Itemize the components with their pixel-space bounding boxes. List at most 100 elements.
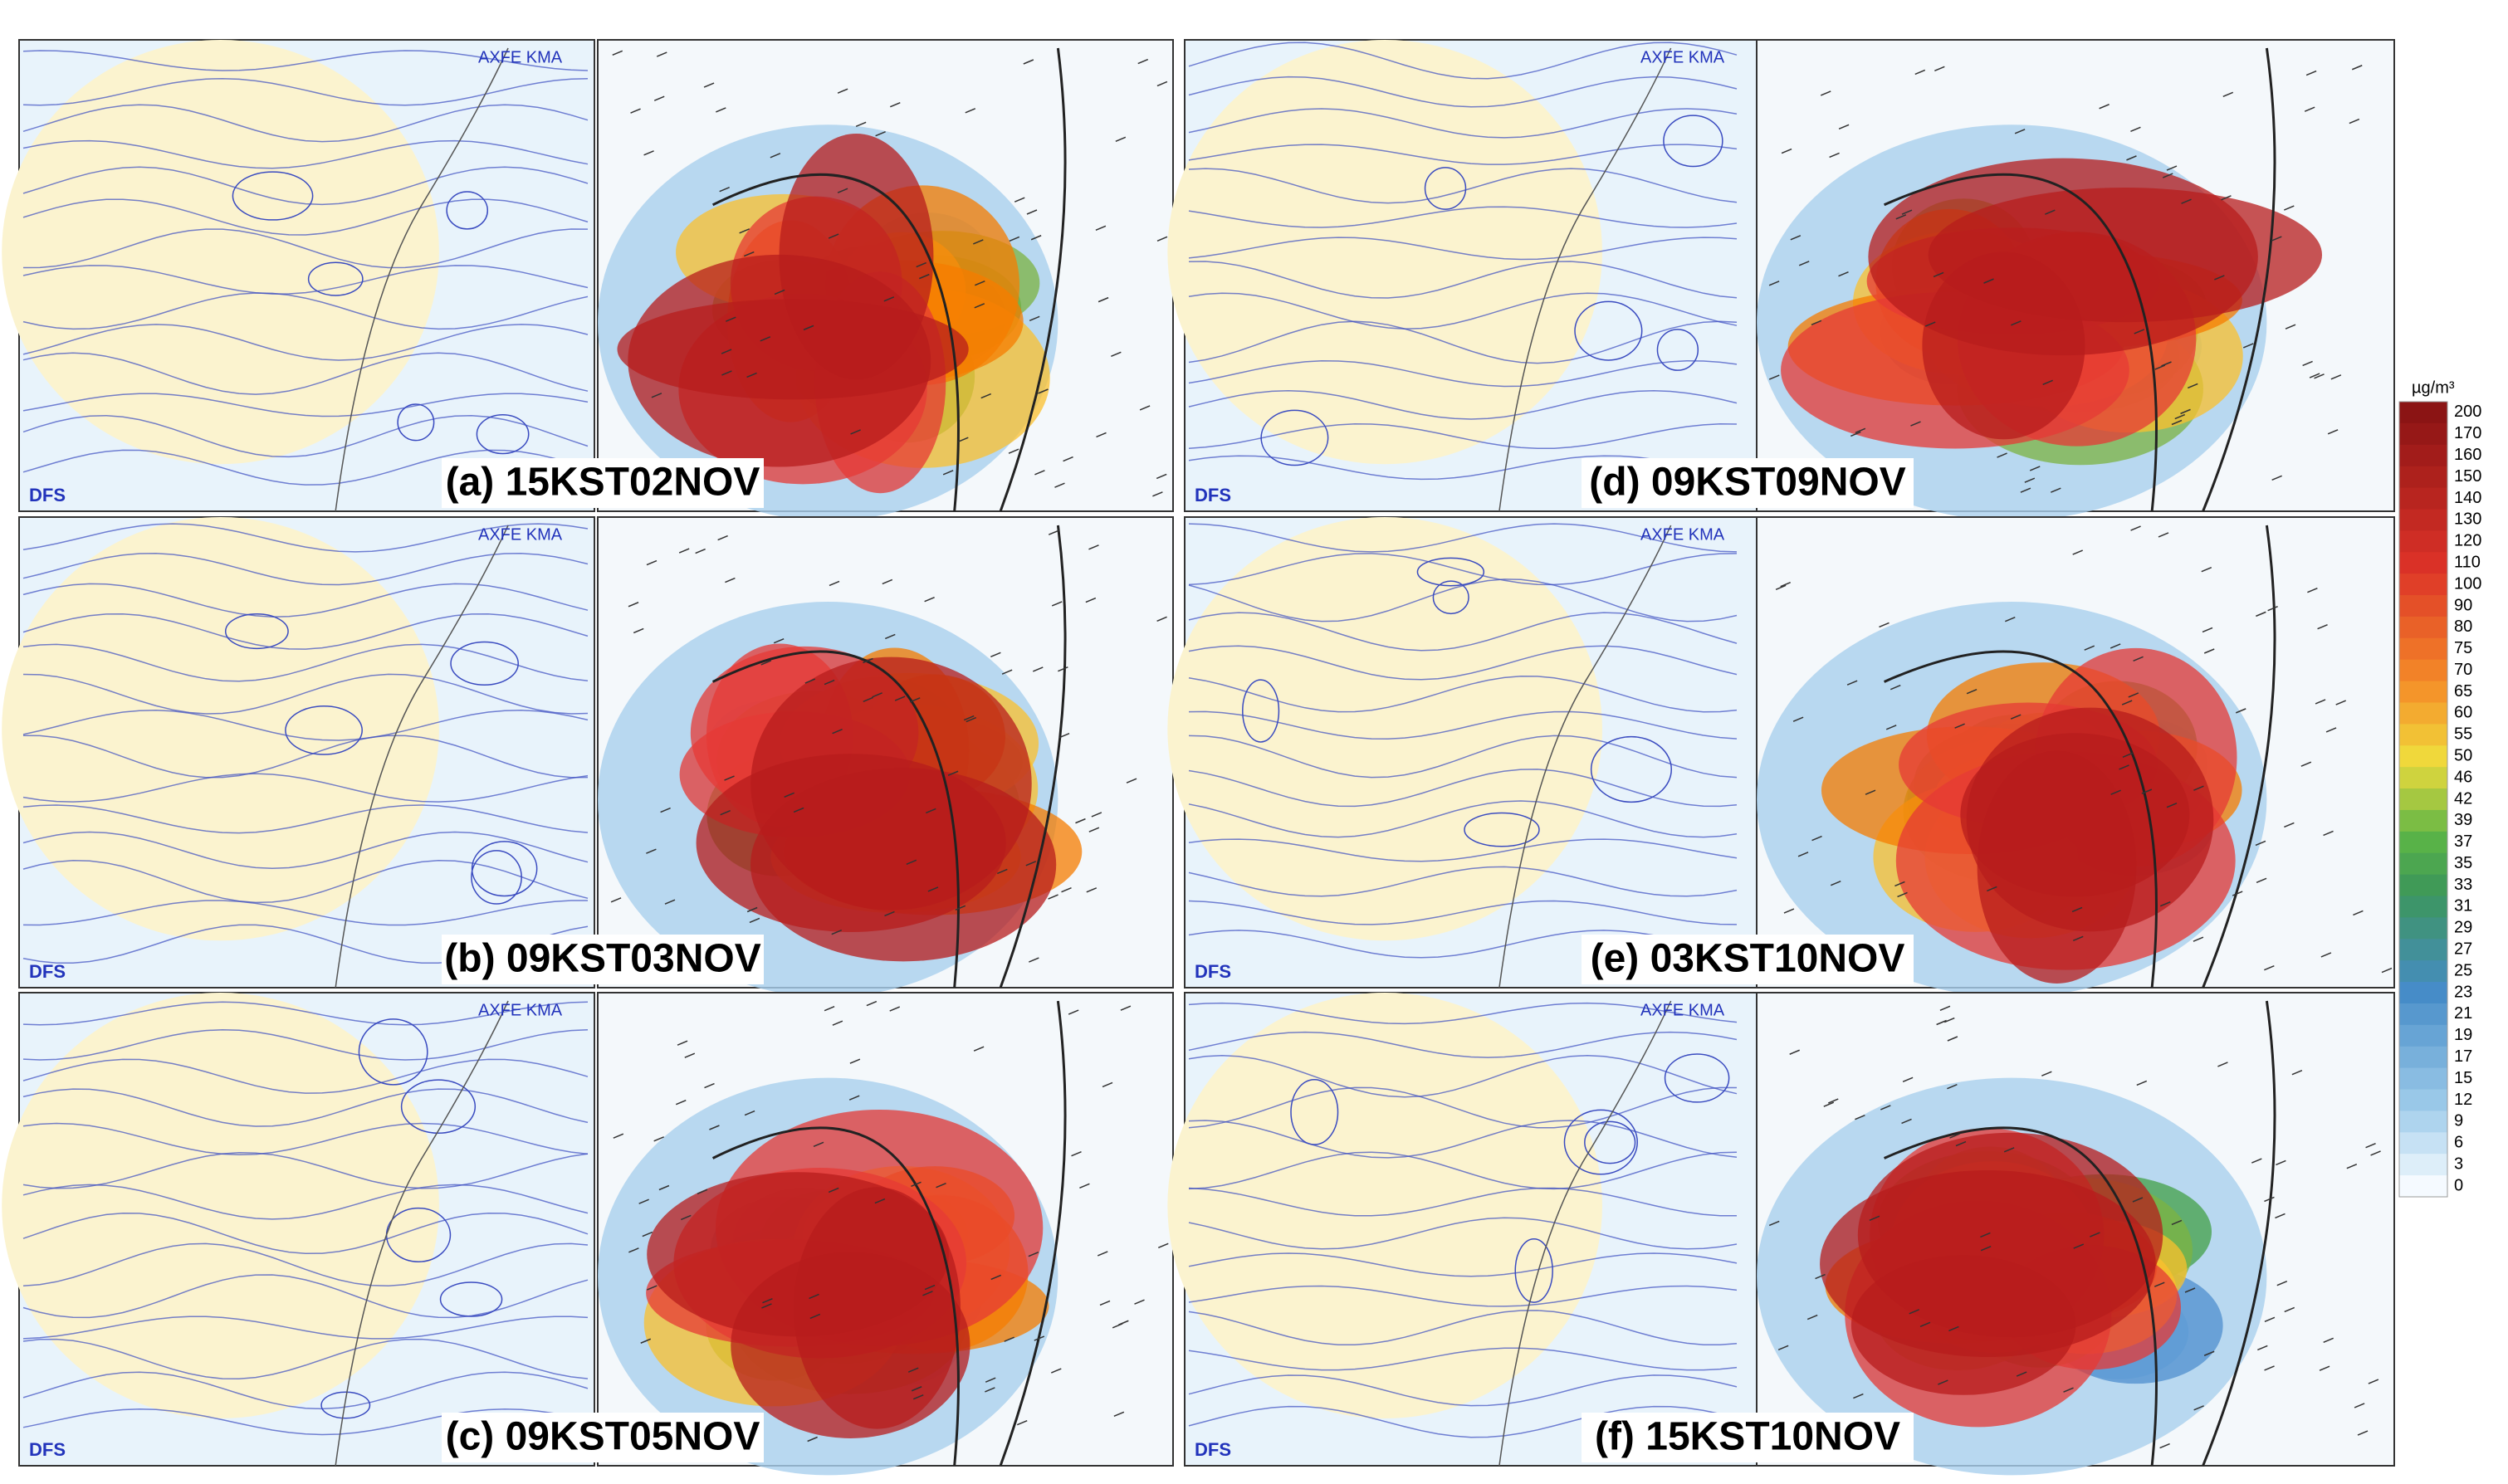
wind-arrow [2193,785,2204,791]
wind-arrow [2315,699,2326,705]
colorbar-segment [2399,637,2447,661]
isobar [22,228,589,269]
colorbar-segment [2399,874,2447,897]
wind-arrow [675,1099,687,1106]
colorbar-tick-label: 160 [2454,446,2481,464]
wind-arrow [1820,90,1831,96]
wind-arrow [2154,364,2166,370]
wind-arrow [2214,275,2225,281]
wind-arrow [985,1377,996,1383]
wind-arrow [1865,789,1876,795]
wind-arrow [1939,1005,1951,1011]
wind-arrow [2073,1243,2085,1249]
wind-arrow [1910,421,1921,427]
wind-arrow [2351,65,2363,71]
wind-arrow [1085,597,1097,603]
wind-arrow [848,1095,860,1101]
coastline [1498,47,1672,512]
isobar [1188,1285,1738,1307]
isobar [22,1028,589,1061]
isobar [22,710,589,741]
wind-arrow [2323,1337,2334,1344]
wind-arrow [1949,1133,1960,1139]
colorbar-segment [2399,896,2447,918]
isobar-ring [1432,580,1469,615]
wind-arrow [762,1298,773,1304]
colorbar-segment [2399,552,2447,574]
wind-arrow [643,150,654,156]
isobar [22,77,589,106]
wind-arrow [1954,723,1965,729]
wind-arrow [849,1058,861,1064]
wind-arrow [1936,1019,1947,1026]
coastline [335,525,509,989]
wind-arrow [2051,487,2061,493]
wind-arrow [965,108,976,114]
wind-arrow [2314,373,2325,379]
wind-arrow [1038,388,1049,394]
wind-arrow [2134,329,2145,334]
colorbar-segment [2399,917,2447,940]
colorbar-tick-label: 0 [2454,1176,2463,1194]
isobar [22,1371,589,1410]
isobar [22,1088,589,1127]
wind-arrow [1811,835,1822,842]
wind-arrow [2271,475,2282,481]
isobar [22,1316,589,1340]
colorbar-segment [2399,530,2447,553]
coastline [335,1000,509,1467]
wind-arrow [760,660,772,666]
wind-arrow [2110,789,2121,795]
panel-label-box [442,935,764,984]
wind-arrow [1099,1300,1111,1306]
wind-arrow [646,559,658,566]
wind-arrow [1815,1273,1826,1280]
wind-arrow [980,393,991,399]
colorbar-segment [2399,852,2447,876]
isobar [22,583,589,618]
isobar [1188,1217,1738,1250]
wind-arrow [889,102,901,108]
isobar [1188,389,1738,420]
corner-label: DFS [1195,961,1231,982]
wind-arrow [2166,165,2178,171]
wind-arrow [963,715,975,721]
isobar [1188,1086,1738,1129]
concentration-blob [750,768,1057,962]
wind-arrow [760,336,771,342]
wind-arrow [2180,408,2191,415]
wind-arrow [2256,877,2267,884]
colorbar-segment [2399,1024,2447,1047]
header-label: AXFE KMA [1640,48,1725,66]
wind-arrow [885,633,896,640]
wind-arrow [2136,1080,2148,1086]
wind-arrow [803,325,814,331]
wind-arrow [681,1214,692,1221]
wind-arrow [2171,1219,2183,1226]
isobar [1188,320,1738,364]
wind-arrow [2121,700,2133,705]
wind-arrow [1050,1368,1062,1374]
wind-arrow [1838,271,1849,277]
concentration-blob [617,299,969,400]
wind-arrow [975,280,985,286]
wind-arrow [1781,148,1792,154]
coastline [1883,525,2276,989]
isobar-ring [450,641,519,686]
wind-arrow [2119,764,2129,770]
wind-arrow [2171,419,2183,426]
isobar [1188,1002,1738,1025]
wind-arrow [883,296,895,302]
colorbar-tick-label: 29 [2454,919,2472,937]
wind-arrow [2242,343,2254,349]
wind-arrow [942,470,954,476]
colorbar-tick-label: 130 [2454,510,2481,529]
wind-arrow [2235,708,2246,714]
isobar [22,324,589,361]
isobar [22,292,589,330]
wind-arrow [2042,379,2053,386]
isobar [1188,1347,1738,1371]
colorbar-tick-label: 60 [2454,704,2472,722]
isobar [22,1408,589,1436]
